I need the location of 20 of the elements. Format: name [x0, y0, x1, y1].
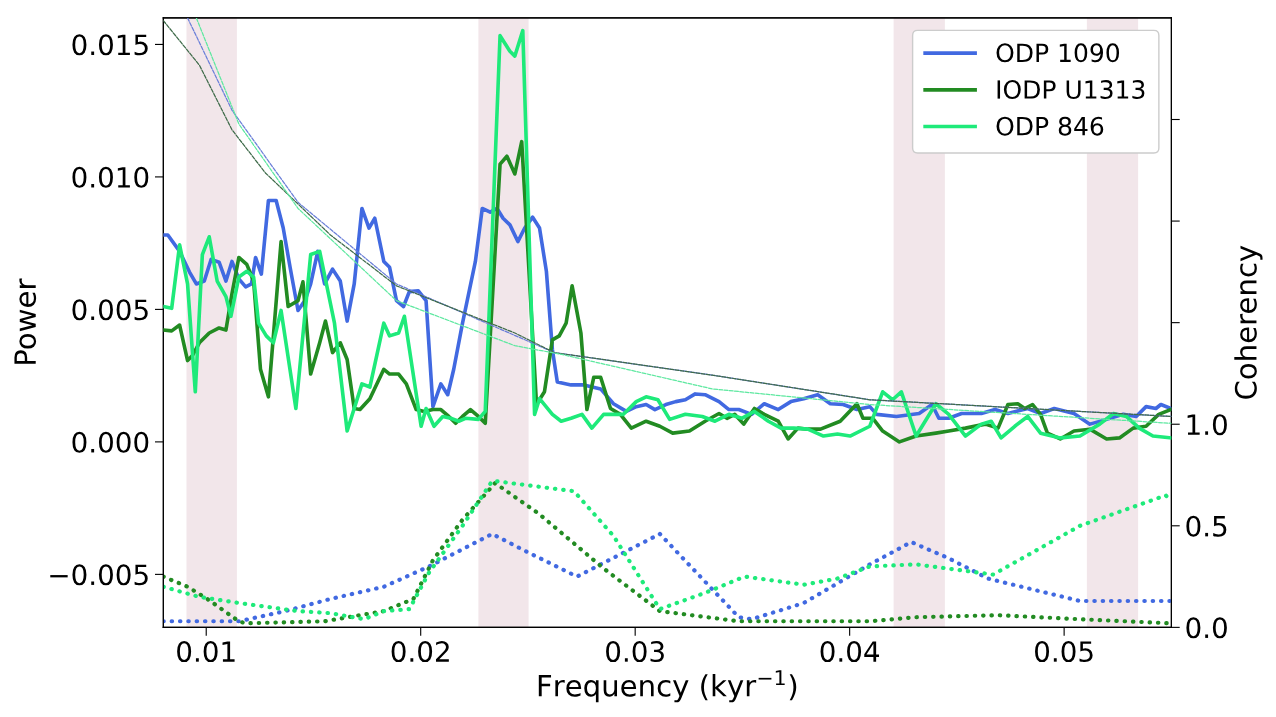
- y-tick-label: 0.010: [72, 166, 149, 188]
- y-axis-title: Power: [14, 278, 37, 364]
- x-tick-label: 0.01: [177, 641, 235, 663]
- y2-tick-label: 0.0: [1186, 617, 1227, 639]
- y2-tick-label: 1.0: [1187, 414, 1227, 436]
- y2-axis-title: Coherency: [1234, 245, 1263, 399]
- line-series: [163, 531, 1172, 624]
- x-tick-label: 0.02: [391, 641, 449, 663]
- y-tick-label: 0.015: [72, 34, 148, 56]
- y-tick-label: 0.005: [72, 299, 148, 321]
- y-tick-label: 0.000: [72, 431, 149, 453]
- x-axis-title: Frequency (kyr$^{−1}$): [538, 670, 797, 703]
- y-tick-label: −0.005: [50, 564, 148, 586]
- y2-tick-label: 0.5: [1186, 515, 1227, 537]
- x-tick-label: 0.04: [820, 641, 880, 663]
- legend-label: ODP 846: [996, 116, 1104, 136]
- x-tick-label: 0.03: [606, 641, 664, 663]
- x-tick-label: 0.05: [1035, 641, 1093, 663]
- legend-label: ODP 1090: [996, 43, 1120, 63]
- legend-label: IODP U1313: [997, 80, 1145, 99]
